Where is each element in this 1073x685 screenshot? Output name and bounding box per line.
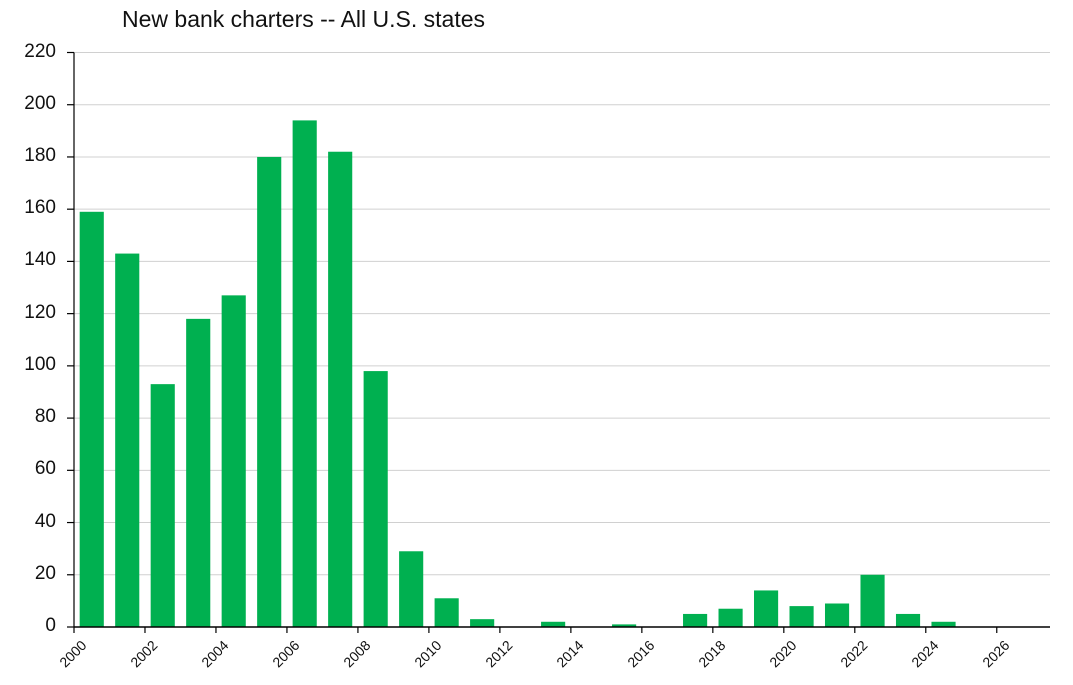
chart-title: New bank charters -- All U.S. states — [122, 6, 486, 32]
bar-2018 — [718, 608, 743, 627]
bar-2023 — [895, 613, 921, 627]
bar-2009 — [399, 551, 424, 627]
y-tick-label: 0 — [45, 615, 56, 636]
bar-2002 — [150, 384, 175, 627]
bar-2008 — [363, 371, 388, 627]
y-tick-label: 40 — [34, 510, 56, 532]
bar-2010 — [434, 598, 459, 627]
y-tick-label: 80 — [34, 406, 56, 428]
bar-2024 — [931, 621, 956, 627]
bar-2004 — [221, 295, 246, 627]
bar-2007 — [328, 151, 353, 627]
y-tick-label: 160 — [24, 197, 56, 219]
bar-2019 — [754, 590, 779, 627]
y-tick-label: 200 — [24, 92, 56, 114]
bar-2003 — [186, 318, 211, 627]
y-tick-label: 60 — [34, 458, 56, 480]
bar-2000 — [79, 211, 104, 627]
y-tick-label: 140 — [24, 249, 56, 271]
bar-2013 — [541, 621, 566, 627]
bar-2006 — [292, 120, 317, 628]
y-tick-label: 120 — [24, 301, 56, 323]
y-tick-label: 220 — [24, 40, 56, 62]
bar-2022 — [860, 574, 885, 627]
y-tick-label: 180 — [24, 144, 56, 166]
y-tick-label: 100 — [24, 353, 56, 375]
y-tick-label: 20 — [34, 562, 56, 584]
bar-2017 — [683, 613, 708, 627]
bar-2015 — [612, 624, 637, 627]
bar-2020 — [789, 606, 814, 627]
bar-2005 — [257, 156, 282, 628]
bar-2021 — [824, 603, 850, 627]
bar-2011 — [470, 619, 495, 627]
bar-2001 — [115, 253, 140, 627]
